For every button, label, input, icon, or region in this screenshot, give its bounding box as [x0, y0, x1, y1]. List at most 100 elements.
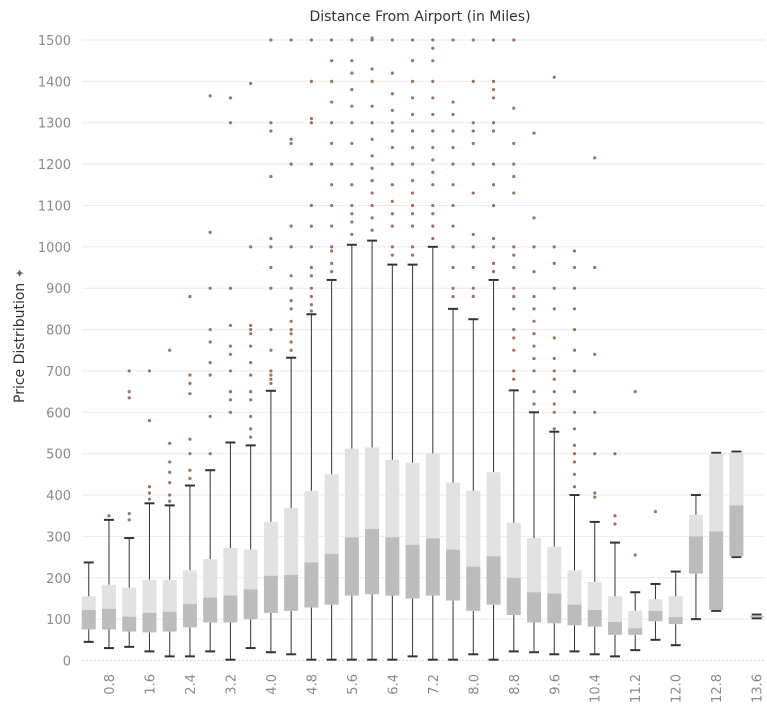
box-lower-half	[284, 574, 299, 611]
box-lower-half	[203, 597, 218, 623]
outlier-point	[653, 509, 658, 514]
outlier-point	[410, 179, 415, 183]
box-group	[324, 38, 339, 661]
outlier-point	[532, 332, 536, 336]
y-axis-label: Price Distribution	[12, 282, 28, 403]
outlier-point	[390, 92, 394, 96]
box-lower-half	[182, 603, 197, 628]
outlier-point	[532, 319, 536, 323]
outlier-point	[390, 212, 394, 216]
outlier-point	[168, 481, 172, 485]
outlier-point	[249, 390, 253, 394]
box-upper-half	[749, 615, 764, 617]
outlier-point	[471, 121, 475, 125]
outlier-point	[107, 514, 111, 518]
outlier-point	[593, 452, 597, 456]
outlier-point	[208, 452, 212, 456]
box-upper-half	[668, 596, 683, 618]
box-series	[81, 36, 764, 661]
box-group	[405, 38, 420, 658]
outlier-point	[552, 402, 556, 406]
outlier-point	[309, 274, 313, 278]
outlier-point	[249, 398, 253, 402]
outlier-point	[330, 249, 334, 253]
box-lower-half	[385, 537, 400, 596]
outlier-point	[188, 476, 192, 481]
box-group	[749, 613, 764, 620]
outlier-point	[572, 265, 577, 270]
outlier-point	[168, 493, 172, 497]
box-lower-half	[263, 575, 278, 613]
box-group	[628, 390, 643, 652]
outlier-point	[289, 224, 293, 228]
outlier-point	[431, 224, 435, 228]
box-upper-half	[162, 579, 177, 612]
outlier-point	[208, 340, 212, 344]
outlier-point	[168, 470, 172, 474]
outlier-point	[350, 203, 354, 208]
outlier-point	[512, 294, 516, 299]
outlier-point	[471, 162, 475, 166]
y-axis-label-wrap: Price Distribution ✦	[12, 268, 28, 403]
outlier-point	[127, 396, 131, 400]
outlier-point	[269, 174, 273, 179]
outlier-point	[532, 344, 536, 348]
outlier-point	[350, 38, 354, 42]
outlier-point	[471, 141, 475, 146]
outlier-point	[289, 340, 293, 344]
x-tick-label: 0.8	[103, 674, 118, 695]
x-tick-label: 4.8	[305, 674, 320, 695]
outlier-point	[390, 121, 394, 125]
outlier-point	[410, 145, 415, 150]
outlier-point	[431, 158, 435, 162]
outlier-point	[370, 203, 374, 208]
box-lower-half	[749, 616, 764, 618]
outlier-point	[370, 104, 374, 108]
x-tick-label: 12.8	[710, 674, 725, 703]
outlier-point	[168, 499, 172, 503]
y-tick-label: 1000	[38, 241, 71, 256]
outlier-point	[491, 203, 496, 208]
outlier-point	[390, 129, 394, 133]
outlier-point	[269, 377, 273, 381]
outlier-point	[532, 270, 536, 274]
box-upper-half	[101, 584, 116, 609]
outlier-point	[491, 79, 496, 83]
outlier-point	[532, 307, 536, 311]
outlier-point	[410, 203, 415, 208]
outlier-point	[309, 309, 313, 313]
outlier-point	[471, 191, 475, 195]
outlier-point	[593, 352, 597, 356]
outlier-point	[249, 323, 253, 328]
outlier-point	[512, 327, 516, 332]
box-lower-half	[668, 617, 683, 625]
pin-icon[interactable]: ✦	[13, 268, 27, 279]
outlier-point	[269, 348, 273, 352]
outlier-point	[289, 286, 293, 290]
x-tick-label: 1.6	[143, 674, 158, 695]
box-lower-half	[122, 616, 137, 632]
outlier-point	[330, 100, 334, 104]
outlier-point	[491, 162, 496, 166]
outlier-point	[471, 79, 475, 83]
box-lower-half	[425, 538, 440, 596]
outlier-point	[491, 236, 496, 241]
box-lower-half	[142, 612, 157, 633]
outlier-point	[228, 286, 233, 290]
box-lower-half	[688, 536, 703, 574]
outlier-point	[208, 373, 212, 377]
outlier-point	[410, 96, 415, 100]
box-lower-half	[243, 589, 258, 620]
box-upper-half	[688, 514, 703, 537]
outlier-point	[269, 286, 273, 290]
outlier-point	[572, 348, 577, 352]
outlier-point	[168, 460, 172, 464]
outlier-point	[431, 96, 435, 100]
x-tick-label: 5.6	[346, 674, 361, 695]
outlier-point	[289, 162, 293, 166]
box-group	[506, 38, 521, 653]
outlier-point	[572, 390, 577, 394]
outlier-point	[269, 373, 273, 377]
box-upper-half	[284, 508, 299, 575]
outlier-point	[552, 369, 556, 373]
